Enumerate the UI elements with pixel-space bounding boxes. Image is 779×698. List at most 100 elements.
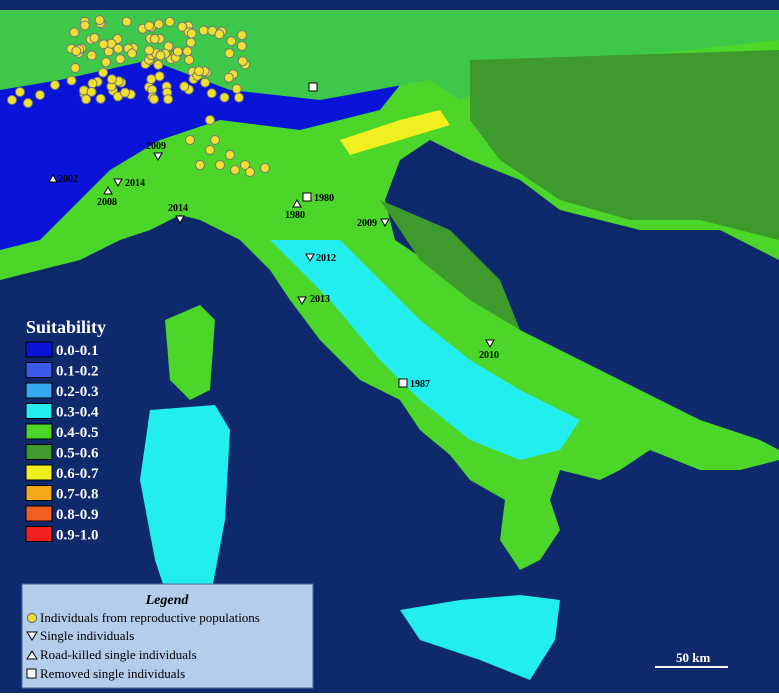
population-dot	[70, 63, 81, 73]
population-dot	[149, 94, 159, 105]
records: 2002 2009 2014 2008 2014 1980 1980 2009 …	[48, 82, 499, 390]
cyan-zone	[270, 240, 580, 460]
population-dot	[195, 160, 205, 170]
population-dot	[154, 71, 165, 82]
population-dot	[69, 27, 80, 38]
population-dot	[86, 50, 97, 61]
population-dot	[15, 87, 25, 97]
class-label: 0.6-0.7	[56, 466, 99, 482]
population-dot	[185, 135, 195, 145]
population-dot	[163, 94, 174, 105]
population-dot	[50, 80, 60, 90]
population-dot	[98, 67, 109, 78]
population-dot	[177, 21, 188, 32]
population-dot	[113, 43, 124, 54]
population-dot	[210, 135, 220, 145]
class-label: 0.1-0.2	[56, 364, 99, 380]
record-year: 1987	[410, 379, 430, 390]
population-dot	[144, 21, 155, 31]
population-dot	[219, 92, 230, 103]
population-dot	[179, 81, 190, 92]
population-dot	[94, 15, 105, 26]
population-dot	[224, 48, 235, 59]
removed-marker	[308, 82, 318, 92]
yellow-zone	[340, 110, 450, 155]
record-year: 1980	[285, 210, 305, 221]
population-dot	[7, 95, 17, 105]
legend-item: Road-killed single individuals	[40, 647, 197, 662]
single-marker	[153, 152, 163, 162]
single-marker	[380, 218, 390, 228]
population-dot	[153, 19, 164, 30]
population-dot	[127, 48, 137, 59]
class-swatch	[25, 526, 53, 542]
class-label: 0.8-0.9	[56, 507, 99, 523]
population-dot	[198, 25, 209, 36]
single-marker	[113, 178, 123, 188]
population-dot	[182, 46, 193, 57]
population-dot	[185, 37, 196, 48]
legend-item: Individuals from reproductive population…	[40, 610, 260, 625]
population-dot	[120, 87, 130, 98]
population-dot	[236, 41, 247, 51]
class-swatch	[25, 485, 53, 501]
class-swatch	[25, 341, 53, 358]
class-label: 0.7-0.8	[56, 487, 99, 503]
record-year: 2013	[310, 294, 330, 305]
single-marker	[297, 296, 307, 306]
population-dot	[146, 74, 157, 85]
class-label: 0.4-0.5	[56, 425, 99, 441]
population-dot	[155, 50, 166, 61]
population-dot	[86, 86, 97, 97]
population-dot	[226, 36, 237, 47]
population-dot	[101, 57, 111, 68]
sicily	[400, 595, 560, 680]
population-dot	[115, 54, 126, 65]
record-year: 2010	[479, 350, 499, 361]
record-year: 1980	[314, 193, 334, 204]
record-year: 2008	[97, 197, 117, 208]
population-dot	[205, 145, 215, 155]
class-swatch	[25, 505, 53, 522]
class-swatch	[25, 382, 53, 399]
population-dot	[149, 33, 160, 44]
population-dot	[106, 74, 117, 85]
legend-item: Removed single individuals	[40, 666, 185, 681]
class-swatch	[25, 403, 53, 419]
population-dot	[260, 163, 270, 173]
record-year: 2014	[168, 203, 188, 214]
class-label: 0.2-0.3	[56, 384, 99, 400]
record-year: 2012	[316, 253, 336, 264]
legend-title: Legend	[145, 593, 190, 608]
legend-box	[21, 583, 314, 689]
balkans	[470, 50, 779, 240]
population-dot	[71, 46, 82, 57]
population-dot	[245, 167, 255, 177]
population-dot	[121, 16, 132, 27]
population-dot	[79, 20, 90, 31]
legend: Legend Individuals from reproductive pop…	[21, 583, 314, 689]
population-dot	[234, 92, 244, 103]
population-dot	[164, 16, 175, 27]
record-year: 2002	[58, 174, 78, 185]
population-dot	[225, 150, 235, 160]
population-dot	[223, 72, 234, 83]
suitability-title: Suitability	[26, 317, 106, 337]
class-label: 0.0-0.1	[56, 343, 99, 359]
population-dot	[230, 165, 240, 175]
single-marker	[175, 215, 185, 225]
population-dot	[214, 29, 225, 40]
suitability-legend: Suitability 0.0-0.1 0.1-0.2 0.2-0.3 0.3-0.4…	[22, 316, 128, 548]
removed-marker	[302, 192, 312, 202]
class-swatch	[25, 362, 53, 378]
population-dot	[144, 45, 155, 56]
population-dot	[240, 160, 250, 170]
population-dot	[172, 46, 183, 57]
legend-item: Single individuals	[40, 628, 134, 643]
class-swatch	[25, 464, 53, 481]
population-dot	[153, 59, 164, 70]
legend-symbol	[26, 668, 37, 679]
class-swatch	[25, 423, 53, 440]
